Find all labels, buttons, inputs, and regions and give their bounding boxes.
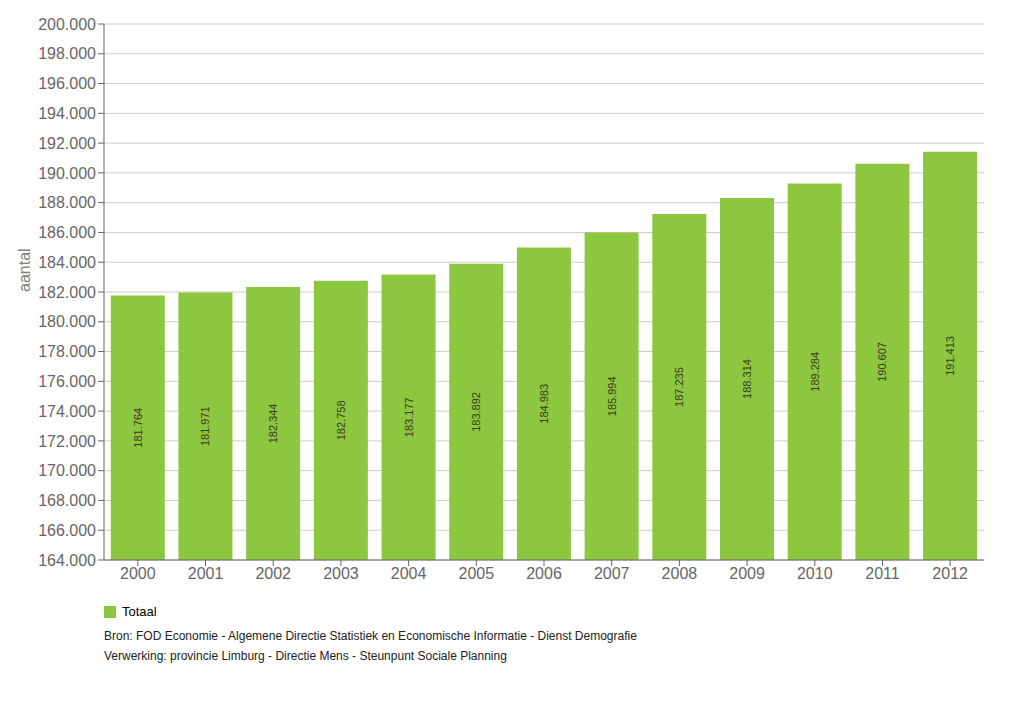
svg-text:180.000: 180.000 bbox=[38, 313, 96, 330]
svg-text:190.000: 190.000 bbox=[38, 165, 96, 182]
svg-text:181.764: 181.764 bbox=[132, 408, 144, 448]
svg-text:190.607: 190.607 bbox=[876, 342, 888, 382]
html-text:Totaal: Totaal bbox=[122, 604, 157, 619]
svg-text:191.413: 191.413 bbox=[944, 336, 956, 376]
svg-text:164.000: 164.000 bbox=[38, 552, 96, 569]
svg-text:aantal: aantal bbox=[16, 248, 33, 292]
svg-text:185.994: 185.994 bbox=[606, 376, 618, 416]
svg-text:176.000: 176.000 bbox=[38, 373, 96, 390]
svg-text:183.177: 183.177 bbox=[403, 397, 415, 437]
svg-text:189.284: 189.284 bbox=[809, 352, 821, 392]
svg-text:187.235: 187.235 bbox=[673, 367, 685, 407]
html-text:Verwerking: provincie Limburg: Verwerking: provincie Limburg - Directie… bbox=[104, 649, 507, 663]
svg-text:170.000: 170.000 bbox=[38, 462, 96, 479]
svg-text:183.892: 183.892 bbox=[470, 392, 482, 432]
svg-text:2012: 2012 bbox=[932, 565, 968, 582]
svg-text:2000: 2000 bbox=[120, 565, 156, 582]
svg-text:178.000: 178.000 bbox=[38, 343, 96, 360]
html-text:Bron: FOD Economie - Algemene: Bron: FOD Economie - Algemene Directie S… bbox=[104, 629, 637, 643]
svg-text:166.000: 166.000 bbox=[38, 522, 96, 539]
svg-text:174.000: 174.000 bbox=[38, 403, 96, 420]
svg-text:198.000: 198.000 bbox=[38, 45, 96, 62]
svg-text:182.758: 182.758 bbox=[335, 400, 347, 440]
svg-text:182.344: 182.344 bbox=[267, 404, 279, 444]
svg-text:188.000: 188.000 bbox=[38, 194, 96, 211]
svg-text:2004: 2004 bbox=[391, 565, 427, 582]
svg-text:200.000: 200.000 bbox=[38, 16, 96, 33]
svg-text:2007: 2007 bbox=[594, 565, 630, 582]
svg-text:188.314: 188.314 bbox=[741, 359, 753, 399]
svg-text:184.983: 184.983 bbox=[538, 384, 550, 424]
svg-text:2010: 2010 bbox=[797, 565, 833, 582]
svg-text:181.971: 181.971 bbox=[199, 406, 211, 446]
svg-text:2005: 2005 bbox=[459, 565, 495, 582]
svg-text:2008: 2008 bbox=[662, 565, 698, 582]
svg-text:2009: 2009 bbox=[729, 565, 765, 582]
svg-text:2011: 2011 bbox=[865, 565, 900, 582]
svg-text:192.000: 192.000 bbox=[38, 135, 96, 152]
svg-text:2006: 2006 bbox=[526, 565, 562, 582]
svg-text:184.000: 184.000 bbox=[38, 254, 96, 271]
svg-text:2001: 2001 bbox=[188, 565, 224, 582]
svg-text:196.000: 196.000 bbox=[38, 75, 96, 92]
svg-text:2003: 2003 bbox=[323, 565, 359, 582]
svg-text:194.000: 194.000 bbox=[38, 105, 96, 122]
svg-text:2002: 2002 bbox=[255, 565, 291, 582]
svg-text:172.000: 172.000 bbox=[38, 433, 96, 450]
svg-text:186.000: 186.000 bbox=[38, 224, 96, 241]
svg-text:182.000: 182.000 bbox=[38, 284, 96, 301]
svg-text:168.000: 168.000 bbox=[38, 492, 96, 509]
